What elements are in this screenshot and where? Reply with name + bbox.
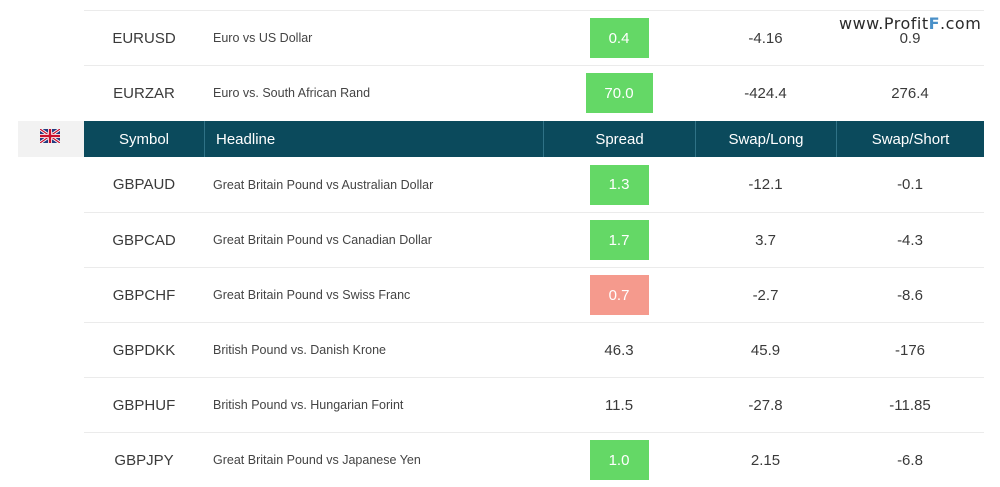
- table-header: Symbol Headline Spread Swap/Long Swap/Sh…: [84, 121, 984, 157]
- swap-long-cell: -12.1: [748, 176, 783, 193]
- spread-badge: 1.3: [589, 164, 649, 205]
- header-spread[interactable]: Spread: [543, 121, 695, 157]
- uk-flag-icon: [40, 129, 60, 143]
- swap-short-cell: -6.8: [897, 451, 923, 469]
- spread-badge: 70.0: [585, 73, 653, 113]
- spread-badge: 1.0: [589, 440, 649, 480]
- spread-badge: 0.4: [589, 18, 649, 58]
- symbol-cell: GBPJPY: [114, 451, 174, 469]
- spread-badge: 1.7: [589, 220, 649, 260]
- spread-cell: 11.5: [604, 396, 634, 414]
- symbol-cell: GBPAUD: [112, 176, 176, 193]
- table-row: EURZAR Euro vs. South African Rand 70.0 …: [84, 65, 984, 120]
- swap-short-cell: -11.85: [889, 396, 931, 414]
- header-swap-short[interactable]: Swap/Short: [836, 121, 984, 157]
- headline-cell: Euro vs US Dollar: [213, 31, 313, 45]
- swap-long-cell: -2.7: [752, 286, 779, 304]
- headline-cell: Euro vs. South African Rand: [213, 86, 371, 100]
- swap-long-cell: -424.4: [744, 84, 787, 102]
- header-symbol[interactable]: Symbol: [118, 130, 170, 148]
- symbol-cell: GBPCHF: [112, 286, 176, 304]
- swap-short-cell: 0.9: [899, 29, 921, 47]
- headline-cell: Great Britain Pound vs Canadian Dollar: [213, 233, 432, 247]
- swap-short-cell: -176: [894, 341, 926, 359]
- spread-cell: 1.7: [543, 213, 695, 267]
- swap-long-cell: -4.16: [748, 29, 783, 47]
- spread-cell: 1.3: [543, 157, 695, 212]
- swap-long-cell: -27.8: [748, 396, 783, 414]
- headline-cell: British Pound vs. Hungarian Forint: [213, 398, 404, 412]
- swap-short-cell: -4.3: [897, 231, 923, 249]
- spread-cell: 0.4: [543, 11, 695, 65]
- watermark-prefix: www.Profit: [839, 14, 929, 33]
- header-swap-long[interactable]: Swap/Long: [695, 121, 836, 157]
- spread-cell: 70.0: [543, 66, 695, 120]
- symbol-cell: GBPCAD: [112, 231, 176, 249]
- spread-badge: 0.7: [589, 275, 649, 315]
- headline-cell: British Pound vs. Danish Krone: [213, 343, 387, 357]
- symbol-cell: GBPHUF: [112, 396, 176, 414]
- spread-cell: 46.3: [604, 341, 634, 359]
- table-row: GBPAUD Great Britain Pound vs Australian…: [84, 157, 984, 212]
- eur-rows: EURUSD Euro vs US Dollar 0.4 -4.16 0.9 E…: [84, 10, 984, 120]
- table-row: GBPDKK British Pound vs. Danish Krone 46…: [84, 322, 984, 377]
- header-headline[interactable]: Headline: [204, 121, 543, 157]
- headline-cell: Great Britain Pound vs Australian Dollar: [213, 177, 434, 192]
- swap-long-cell: 3.7: [755, 231, 776, 249]
- symbol-cell: EURUSD: [112, 29, 176, 47]
- site-watermark: www.ProfitF.com: [837, 14, 984, 33]
- headline-cell: Great Britain Pound vs Swiss Franc: [213, 288, 411, 302]
- gbp-rows: GBPAUD Great Britain Pound vs Australian…: [84, 157, 984, 487]
- table-row: EURUSD Euro vs US Dollar 0.4 -4.16 0.9: [84, 10, 984, 65]
- headline-cell: Great Britain Pound vs Japanese Yen: [213, 453, 421, 467]
- watermark-logo-letter: F: [928, 14, 941, 33]
- symbol-cell: EURZAR: [113, 84, 175, 102]
- table-row: GBPJPY Great Britain Pound vs Japanese Y…: [84, 432, 984, 487]
- symbol-cell: GBPDKK: [112, 341, 176, 359]
- spread-cell: 1.0: [543, 433, 695, 487]
- table-row: GBPCHF Great Britain Pound vs Swiss Fran…: [84, 267, 984, 322]
- swap-long-cell: 45.9: [750, 341, 781, 359]
- swap-short-cell: -0.1: [897, 176, 923, 193]
- swap-short-cell: -8.6: [897, 286, 923, 304]
- watermark-suffix: .com: [940, 14, 982, 33]
- swap-short-cell: 276.4: [891, 84, 929, 102]
- currency-flag-strip: [18, 121, 84, 157]
- table-row: GBPCAD Great Britain Pound vs Canadian D…: [84, 212, 984, 267]
- table-row: GBPHUF British Pound vs. Hungarian Forin…: [84, 377, 984, 432]
- swap-long-cell: 2.15: [750, 451, 781, 469]
- spread-cell: 0.7: [543, 268, 695, 322]
